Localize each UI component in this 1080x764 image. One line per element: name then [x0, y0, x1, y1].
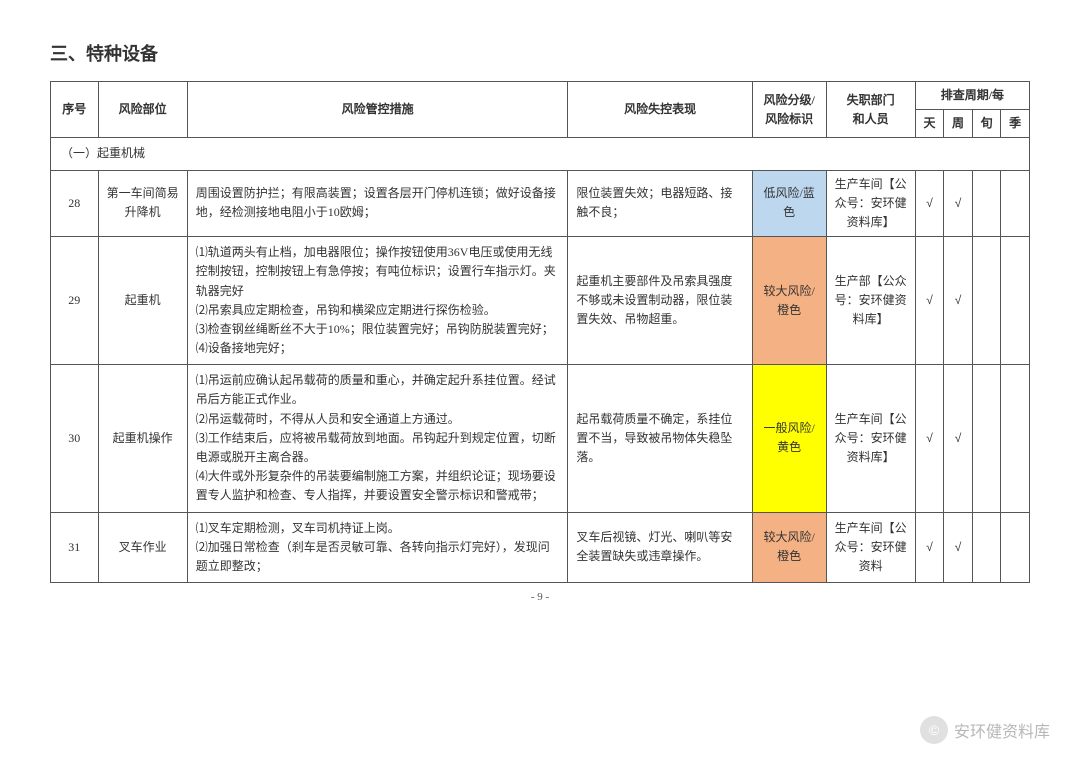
- cell-seq: 31: [51, 512, 99, 583]
- cell-position: 叉车作业: [98, 512, 187, 583]
- table-row: 29起重机⑴轨道两头有止档，加电器限位；操作按钮使用36V电压或使用无线控制按钮…: [51, 237, 1030, 365]
- th-failure: 风险失控表现: [568, 82, 752, 138]
- th-day: 天: [915, 110, 944, 138]
- cell-check: √: [915, 237, 944, 365]
- cell-measure: 周围设置防护拦；有限高装置；设置各层开门停机连锁；做好设备接地，经检测接地电阻小…: [187, 170, 568, 237]
- cell-seq: 30: [51, 365, 99, 512]
- cell-check: [972, 170, 1001, 237]
- cell-dept: 生产车间【公众号：安环健资料库】: [826, 365, 915, 512]
- cell-dept: 生产车间【公众号：安环健资料库】: [826, 170, 915, 237]
- th-position: 风险部位: [98, 82, 187, 138]
- section-title: 三、特种设备: [50, 40, 1030, 66]
- table-row: 30起重机操作⑴吊运前应确认起吊载荷的质量和重心，并确定起升系挂位置。经试吊后方…: [51, 365, 1030, 512]
- cell-check: [1001, 237, 1030, 365]
- table-row: 28第一车间简易升降机周围设置防护拦；有限高装置；设置各层开门停机连锁；做好设备…: [51, 170, 1030, 237]
- cell-level: 较大风险/橙色: [752, 237, 826, 365]
- subsection-title: （一）起重机械: [51, 138, 1030, 170]
- th-seq: 序号: [51, 82, 99, 138]
- cell-failure: 限位装置失效；电器短路、接触不良；: [568, 170, 752, 237]
- cell-check: √: [915, 170, 944, 237]
- cell-level: 较大风险/橙色: [752, 512, 826, 583]
- cell-failure: 起吊载荷质量不确定，系挂位置不当，导致被吊物体失稳坠落。: [568, 365, 752, 512]
- th-week: 周: [944, 110, 973, 138]
- cell-measure: ⑴叉车定期检测，叉车司机持证上岗。 ⑵加强日常检查（刹车是否灵敏可靠、各转向指示…: [187, 512, 568, 583]
- cell-check: [972, 365, 1001, 512]
- cell-check: √: [944, 170, 973, 237]
- watermark: © 安环健资料库: [920, 716, 1050, 744]
- cell-failure: 起重机主要部件及吊索具强度不够或未设置制动器，限位装置失效、吊物超重。: [568, 237, 752, 365]
- cell-level: 低风险/蓝色: [752, 170, 826, 237]
- th-level: 风险分级/风险标识: [752, 82, 826, 138]
- cell-seq: 29: [51, 237, 99, 365]
- th-season: 季: [1001, 110, 1030, 138]
- page-number: - 9 -: [50, 591, 1030, 603]
- th-dept: 失职部门和人员: [826, 82, 915, 138]
- cell-check: √: [915, 512, 944, 583]
- cell-check: √: [944, 365, 973, 512]
- th-measure: 风险管控措施: [187, 82, 568, 138]
- cell-measure: ⑴吊运前应确认起吊载荷的质量和重心，并确定起升系挂位置。经试吊后方能正式作业。 …: [187, 365, 568, 512]
- cell-level: 一般风险/黄色: [752, 365, 826, 512]
- cell-check: [1001, 512, 1030, 583]
- cell-check: √: [915, 365, 944, 512]
- risk-table: 序号 风险部位 风险管控措施 风险失控表现 风险分级/风险标识 失职部门和人员 …: [50, 81, 1030, 583]
- cell-check: [1001, 365, 1030, 512]
- wechat-icon: ©: [920, 716, 948, 744]
- cell-check: √: [944, 237, 973, 365]
- cell-seq: 28: [51, 170, 99, 237]
- cell-dept: 生产部【公众号：安环健资料库】: [826, 237, 915, 365]
- table-row: 31叉车作业⑴叉车定期检测，叉车司机持证上岗。 ⑵加强日常检查（刹车是否灵敏可靠…: [51, 512, 1030, 583]
- cell-failure: 叉车后视镜、灯光、喇叭等安全装置缺失或违章操作。: [568, 512, 752, 583]
- watermark-text: 安环健资料库: [954, 718, 1050, 742]
- cell-check: [1001, 170, 1030, 237]
- th-period: 排查周期/每: [915, 82, 1029, 110]
- cell-check: √: [944, 512, 973, 583]
- cell-check: [972, 512, 1001, 583]
- cell-position: 第一车间简易升降机: [98, 170, 187, 237]
- cell-position: 起重机操作: [98, 365, 187, 512]
- th-ten: 旬: [972, 110, 1001, 138]
- cell-dept: 生产车间【公众号：安环健资料: [826, 512, 915, 583]
- cell-position: 起重机: [98, 237, 187, 365]
- cell-check: [972, 237, 1001, 365]
- cell-measure: ⑴轨道两头有止档，加电器限位；操作按钮使用36V电压或使用无线控制按钮，控制按钮…: [187, 237, 568, 365]
